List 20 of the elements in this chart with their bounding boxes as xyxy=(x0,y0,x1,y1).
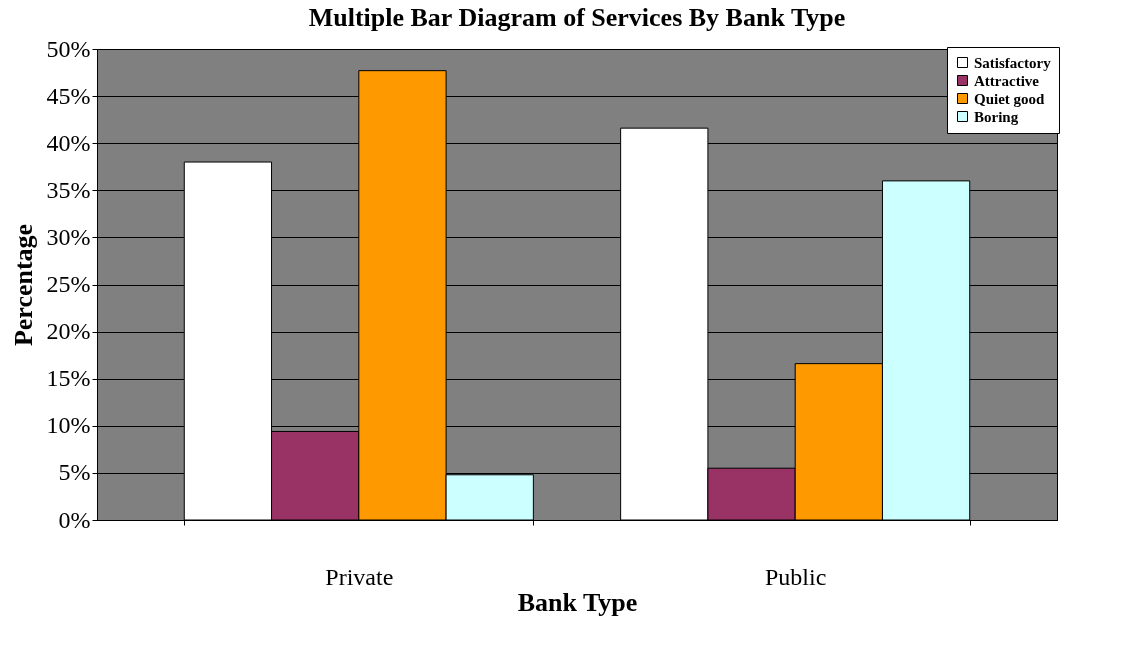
y-tick-label: 0% xyxy=(58,506,91,533)
legend-label: Satisfactory xyxy=(974,54,1052,71)
y-tick-label: 20% xyxy=(46,318,91,345)
y-tick-label: 30% xyxy=(46,223,91,250)
x-axis-title: Bank Type xyxy=(517,587,638,617)
y-tick-label: 35% xyxy=(46,176,91,203)
x-tick-label: Private xyxy=(325,563,394,590)
y-tick-label: 10% xyxy=(46,412,91,439)
x-tick-label: Public xyxy=(765,563,827,590)
y-tick-label: 25% xyxy=(46,271,91,297)
legend-label: Attractive xyxy=(974,72,1040,89)
legend-label: Boring xyxy=(974,108,1019,125)
y-tick-label: 40% xyxy=(46,129,91,156)
y-tick-label: 50% xyxy=(46,35,91,62)
y-tick-label: 45% xyxy=(46,82,91,109)
legend-label: Quiet good xyxy=(974,90,1046,107)
y-tick-label: 15% xyxy=(46,365,91,392)
y-tick-label: 5% xyxy=(58,459,91,486)
y-axis-title: Percentage xyxy=(8,223,38,347)
chart-title: Multiple Bar Diagram of Services By Bank Type xyxy=(308,3,846,32)
